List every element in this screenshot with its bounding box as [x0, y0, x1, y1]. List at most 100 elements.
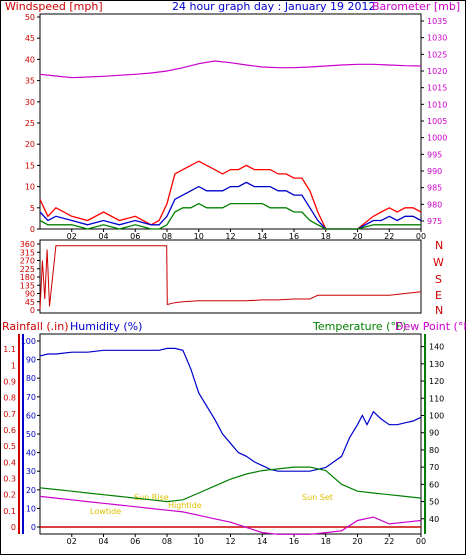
direction-y-tick-label: 360 — [20, 240, 35, 249]
humidity-axis-title: Humidity (%) — [70, 320, 142, 333]
rainfall-y-tick-label: 0.8 — [3, 394, 16, 403]
lower-x-tick-label: 14 — [257, 537, 267, 546]
lower-x-tick-label: 10 — [194, 537, 204, 546]
wind-x-tick-label: 08 — [162, 232, 172, 241]
plot-layer: 0510152025303540455097598098599099510001… — [3, 13, 447, 546]
wind-y-tick-label: 15 — [25, 161, 35, 170]
lowtide-annotation: Lowtide — [90, 507, 121, 516]
wind-direction-line — [39, 245, 422, 311]
wind-gust-line — [39, 160, 422, 230]
direction-y-tick-label: 135 — [20, 281, 35, 290]
lower-x-tick-label: 16 — [289, 537, 299, 546]
chart-title: 24 hour graph day : January 19 2012 — [172, 0, 376, 13]
barometer-y-tick-label: 1000 — [427, 134, 447, 143]
direction-y-tick-label: 315 — [20, 248, 35, 257]
wind-x-tick-label: 18 — [321, 232, 331, 241]
barometer-y-tick-label: 975 — [427, 217, 442, 226]
rainfall-y-tick-label: 0.9 — [3, 378, 16, 387]
wind-low-line — [39, 202, 421, 230]
temperature-y-tick-label: 50 — [429, 498, 439, 507]
wind-x-tick-label: 06 — [130, 232, 140, 241]
barometer-line — [39, 60, 422, 79]
humidity-y-tick-label: 60 — [26, 411, 36, 420]
lower-panel-frame — [39, 333, 422, 535]
lower-x-tick-label: 06 — [130, 537, 140, 546]
lower-x-tick-label: 02 — [67, 537, 77, 546]
wind-y-tick-label: 40 — [25, 55, 35, 64]
barometer-y-tick-label: 985 — [427, 184, 442, 193]
rainfall-y-tick-label: 0.1 — [3, 507, 16, 516]
barometer-y-tick-label: 980 — [427, 200, 442, 209]
rainfall-y-tick-label: 0.5 — [3, 442, 16, 451]
direction-y-tick-label: 180 — [20, 273, 35, 282]
humidity-y-tick-label: 40 — [26, 449, 36, 458]
lower-x-tick-label: 22 — [384, 537, 394, 546]
windspeed-axis-title: Windspeed [mph] — [5, 0, 103, 13]
compass-label: E — [435, 289, 442, 302]
direction-y-tick-label: 90 — [25, 290, 35, 299]
rainfall-y-tick-label: 0 — [11, 523, 16, 532]
compass-label: W — [433, 256, 444, 269]
direction-y-tick-label: 225 — [20, 265, 35, 274]
rainfall-y-tick-label: 0.4 — [3, 458, 16, 467]
wind-x-tick-label: 02 — [67, 232, 77, 241]
temperature-line — [39, 466, 422, 503]
humidity-y-tick-label: 100 — [21, 337, 36, 346]
humidity-y-tick-label: 70 — [26, 393, 36, 402]
wind-x-tick-label: 16 — [289, 232, 299, 241]
barometer-y-tick-label: 1015 — [427, 84, 447, 93]
wind-x-tick-label: 00 — [416, 232, 426, 241]
wind-x-tick-label: 10 — [194, 232, 204, 241]
humidity-y-tick-label: 50 — [26, 430, 36, 439]
wind-y-tick-label: 50 — [25, 13, 35, 22]
wind-panel-frame — [39, 13, 422, 230]
barometer-y-tick-label: 1020 — [427, 67, 447, 76]
lower-x-tick-label: 00 — [416, 537, 426, 546]
wind-y-tick-label: 45 — [25, 34, 35, 43]
temperature-y-tick-label: 110 — [429, 394, 444, 403]
direction-y-tick-label: 0 — [30, 306, 35, 315]
compass-label: N — [435, 239, 443, 252]
wind-x-tick-label: 12 — [225, 232, 235, 241]
rainfall-y-tick-label: 0.6 — [3, 426, 16, 435]
barometer-y-tick-label: 1010 — [427, 100, 447, 109]
compass-label: S — [435, 273, 442, 286]
dewpoint-line — [39, 495, 422, 535]
wind-y-tick-label: 30 — [25, 98, 35, 107]
dewpoint-axis-title: Dew Point (°F) — [395, 320, 466, 333]
hightide-annotation: Hightide — [168, 501, 202, 510]
direction-panel-frame — [39, 239, 422, 314]
temperature-y-tick-label: 120 — [429, 377, 444, 386]
barometer-y-tick-label: 995 — [427, 150, 442, 159]
lower-x-tick-label: 08 — [162, 537, 172, 546]
temperature-y-tick-label: 40 — [429, 515, 439, 524]
wind-x-tick-label: 04 — [98, 232, 108, 241]
wind-y-tick-label: 20 — [25, 140, 35, 149]
lower-x-tick-label: 12 — [225, 537, 235, 546]
rainfall-axis-title: Rainfall (.in) — [2, 320, 69, 333]
temperature-y-tick-label: 80 — [429, 446, 439, 455]
humidity-y-tick-label: 80 — [26, 374, 36, 383]
rainfall-y-tick-label: 0.3 — [3, 475, 16, 484]
temperature-y-tick-label: 100 — [429, 411, 444, 420]
temperature-y-tick-label: 60 — [429, 480, 439, 489]
rainfall-y-tick-label: 1 — [11, 361, 16, 370]
direction-y-tick-label: 45 — [25, 298, 35, 307]
wind-y-tick-label: 35 — [25, 77, 35, 86]
wind-x-tick-label: 22 — [384, 232, 394, 241]
temperature-y-tick-label: 130 — [429, 360, 444, 369]
wind-x-tick-label: 20 — [352, 232, 362, 241]
temperature-y-tick-label: 140 — [429, 343, 444, 352]
lower-x-tick-label: 18 — [321, 537, 331, 546]
direction-y-tick-label: 270 — [20, 257, 35, 266]
humidity-line — [39, 347, 422, 472]
wind-y-tick-label: 25 — [25, 119, 35, 128]
wind-y-tick-label: 10 — [25, 183, 35, 192]
barometer-y-tick-label: 1035 — [427, 17, 447, 26]
barometer-y-tick-label: 1025 — [427, 50, 447, 59]
humidity-y-tick-label: 90 — [26, 356, 36, 365]
lower-x-tick-label: 04 — [98, 537, 108, 546]
